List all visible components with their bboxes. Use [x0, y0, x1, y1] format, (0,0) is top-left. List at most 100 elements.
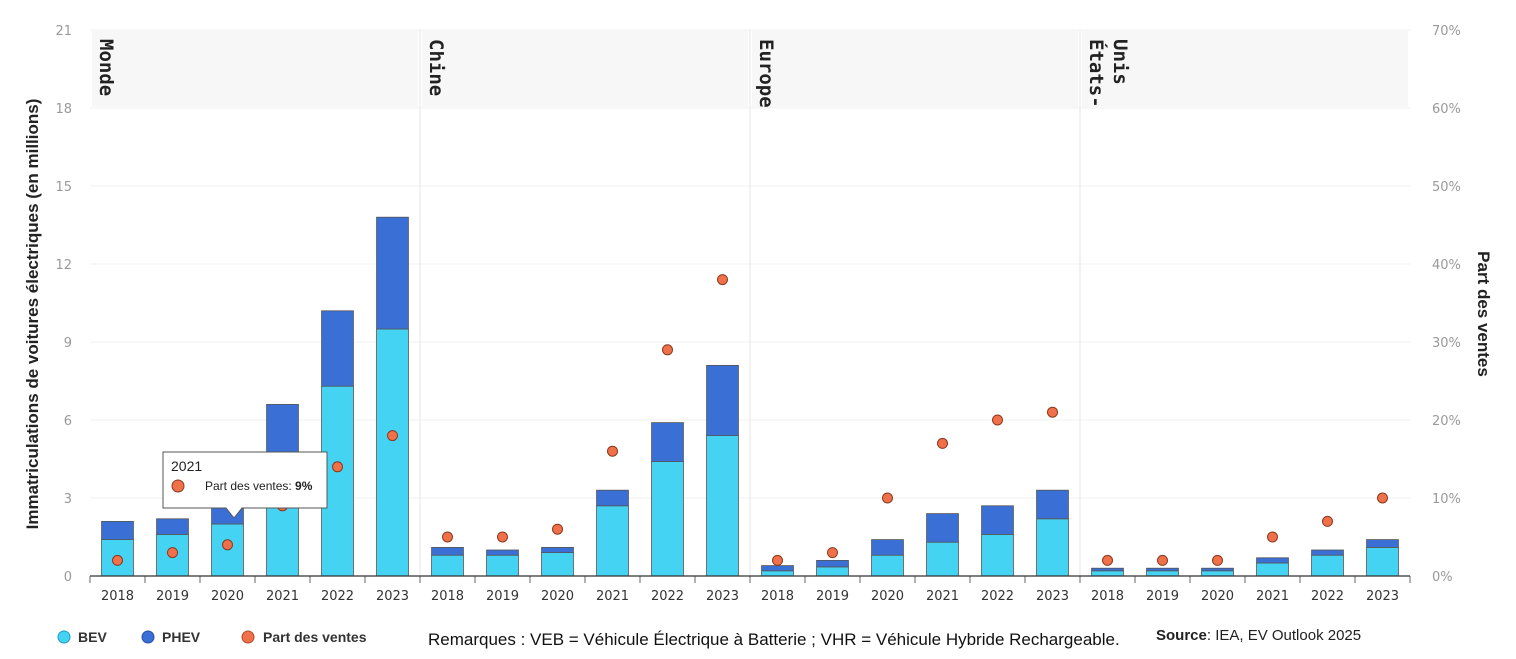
bar-phev-0-2018	[101, 521, 134, 541]
bar-phev-1-2020	[541, 547, 574, 554]
point-share-0-2022	[332, 461, 343, 473]
bar-bev-1-2018	[431, 554, 464, 577]
x-tick-3-2018: 2018	[1091, 589, 1124, 604]
point-share-2-2023	[1047, 406, 1058, 418]
legend-phev-marker[interactable]	[141, 630, 155, 644]
axes-layer: 0 3 6 9 12 15 18 21 0% 10% 20% 30% 40% 50% 60% 70% 2018 2…	[55, 24, 1460, 604]
y2-tick-50pct: 50%	[1432, 180, 1461, 195]
point-share-0-2019	[167, 547, 178, 559]
x-tick-0-2020: 2020	[211, 589, 244, 604]
bar-bev-2-2018	[761, 570, 794, 577]
region-header-bands: Monde Chine Europe États- Unis	[92, 30, 1408, 108]
point-share-2-2022	[992, 414, 1003, 426]
x-tick-1-2020: 2020	[541, 589, 574, 604]
bar-bev-3-2023	[1366, 547, 1399, 577]
bar-phev-2-2020	[871, 539, 904, 556]
bar-phev-0-2022	[321, 310, 354, 387]
bar-phev-3-2021	[1256, 557, 1289, 564]
point-share-2-2019	[827, 547, 838, 559]
bar-bev-2-2021	[926, 541, 959, 577]
x-tick-3-2022: 2022	[1311, 589, 1344, 604]
legend-bev-label[interactable]: BEV	[78, 629, 107, 645]
y-tick-18: 18	[55, 102, 72, 117]
x-tick-3-2019: 2019	[1146, 589, 1179, 604]
y-tick-3: 3	[64, 492, 72, 507]
point-share-2-2020	[882, 492, 893, 504]
legend-phev-label[interactable]: PHEV	[162, 629, 201, 645]
y-tick-9: 9	[64, 336, 72, 351]
region-label-2-0: Europe	[755, 39, 777, 108]
bar-phev-3-2018	[1091, 567, 1124, 572]
bar-bev-1-2021	[596, 505, 629, 577]
region-label-1-0: Chine	[425, 39, 447, 96]
bar-bev-3-2021	[1256, 562, 1289, 577]
point-share-1-2021	[607, 445, 618, 457]
y2-tick-20pct: 20%	[1432, 414, 1461, 429]
region-label-3-1: Unis	[1109, 39, 1131, 85]
y2-tick-10pct: 10%	[1432, 492, 1461, 507]
point-share-3-2023	[1377, 492, 1388, 504]
legend-bev-marker[interactable]	[57, 630, 71, 644]
tooltip-box	[162, 451, 328, 519]
tooltip-year: 2021	[171, 458, 202, 474]
tooltip-marker	[171, 479, 185, 493]
x-tick-1-2019: 2019	[486, 589, 519, 604]
x-tick-1-2022: 2022	[651, 589, 684, 604]
bar-phev-1-2023	[706, 364, 739, 436]
source-text: : IEA, EV Outlook 2025	[1207, 627, 1361, 644]
point-share-0-2020	[222, 539, 233, 551]
bar-phev-2-2022	[981, 505, 1014, 535]
y-tick-0: 0	[64, 570, 72, 585]
point-share-3-2021	[1267, 531, 1278, 543]
region-label-0-0: Monde	[95, 39, 117, 96]
legend-share-label[interactable]: Part des ventes	[263, 629, 367, 645]
bar-phev-3-2019	[1146, 567, 1179, 572]
x-tick-2-2023: 2023	[1036, 589, 1069, 604]
bar-bev-2-2019	[816, 566, 849, 577]
bar-phev-1-2019	[486, 549, 519, 556]
y-tick-6: 6	[64, 414, 72, 429]
y2-tick-0pct: 0%	[1432, 570, 1453, 585]
bar-bev-3-2018	[1091, 570, 1124, 577]
x-tick-0-2019: 2019	[156, 589, 189, 604]
point-share-2-2021	[937, 437, 948, 449]
bar-phev-1-2022	[651, 422, 684, 463]
remarks-note: Remarques : VEB = Véhicule Électrique à …	[428, 630, 1120, 649]
y2-axis-title: Part des ventes	[1474, 251, 1493, 377]
x-tick-0-2018: 2018	[101, 589, 134, 604]
region-band-3	[1082, 30, 1408, 108]
x-tick-2-2021: 2021	[926, 589, 959, 604]
bar-phev-2-2019	[816, 560, 849, 568]
point-share-1-2018	[442, 531, 453, 543]
bars-layer	[101, 216, 1399, 577]
y-axis-title: Immatriculations de voitures électriques…	[23, 99, 42, 530]
bar-phev-3-2022	[1311, 549, 1344, 556]
x-tick-2-2022: 2022	[981, 589, 1014, 604]
bar-bev-1-2023	[706, 435, 739, 577]
point-share-1-2022	[662, 344, 673, 356]
source-label: Source	[1156, 627, 1207, 644]
y2-tick-30pct: 30%	[1432, 336, 1461, 351]
bar-phev-3-2020	[1201, 567, 1234, 572]
bar-bev-1-2019	[486, 554, 519, 577]
point-share-1-2019	[497, 531, 508, 543]
x-tick-2-2020: 2020	[871, 589, 904, 604]
point-share-2-2018	[772, 554, 783, 566]
y-tick-21: 21	[55, 24, 72, 39]
point-share-1-2020	[552, 523, 563, 535]
legend: BEV PHEV Part des ventes	[57, 629, 367, 645]
y2-tick-60pct: 60%	[1432, 102, 1461, 117]
bar-bev-3-2022	[1311, 554, 1344, 577]
tooltip-value: 9%	[295, 479, 313, 493]
bar-bev-1-2022	[651, 461, 684, 577]
bar-bev-1-2020	[541, 552, 574, 577]
x-tick-3-2021: 2021	[1256, 589, 1289, 604]
region-band-1	[422, 30, 748, 108]
bar-phev-2-2021	[926, 513, 959, 543]
legend-share-marker[interactable]	[241, 630, 255, 644]
bar-phev-1-2018	[431, 547, 464, 556]
y2-tick-70pct: 70%	[1432, 24, 1461, 39]
bar-phev-0-2023	[376, 216, 409, 330]
bar-bev-2-2020	[871, 554, 904, 577]
